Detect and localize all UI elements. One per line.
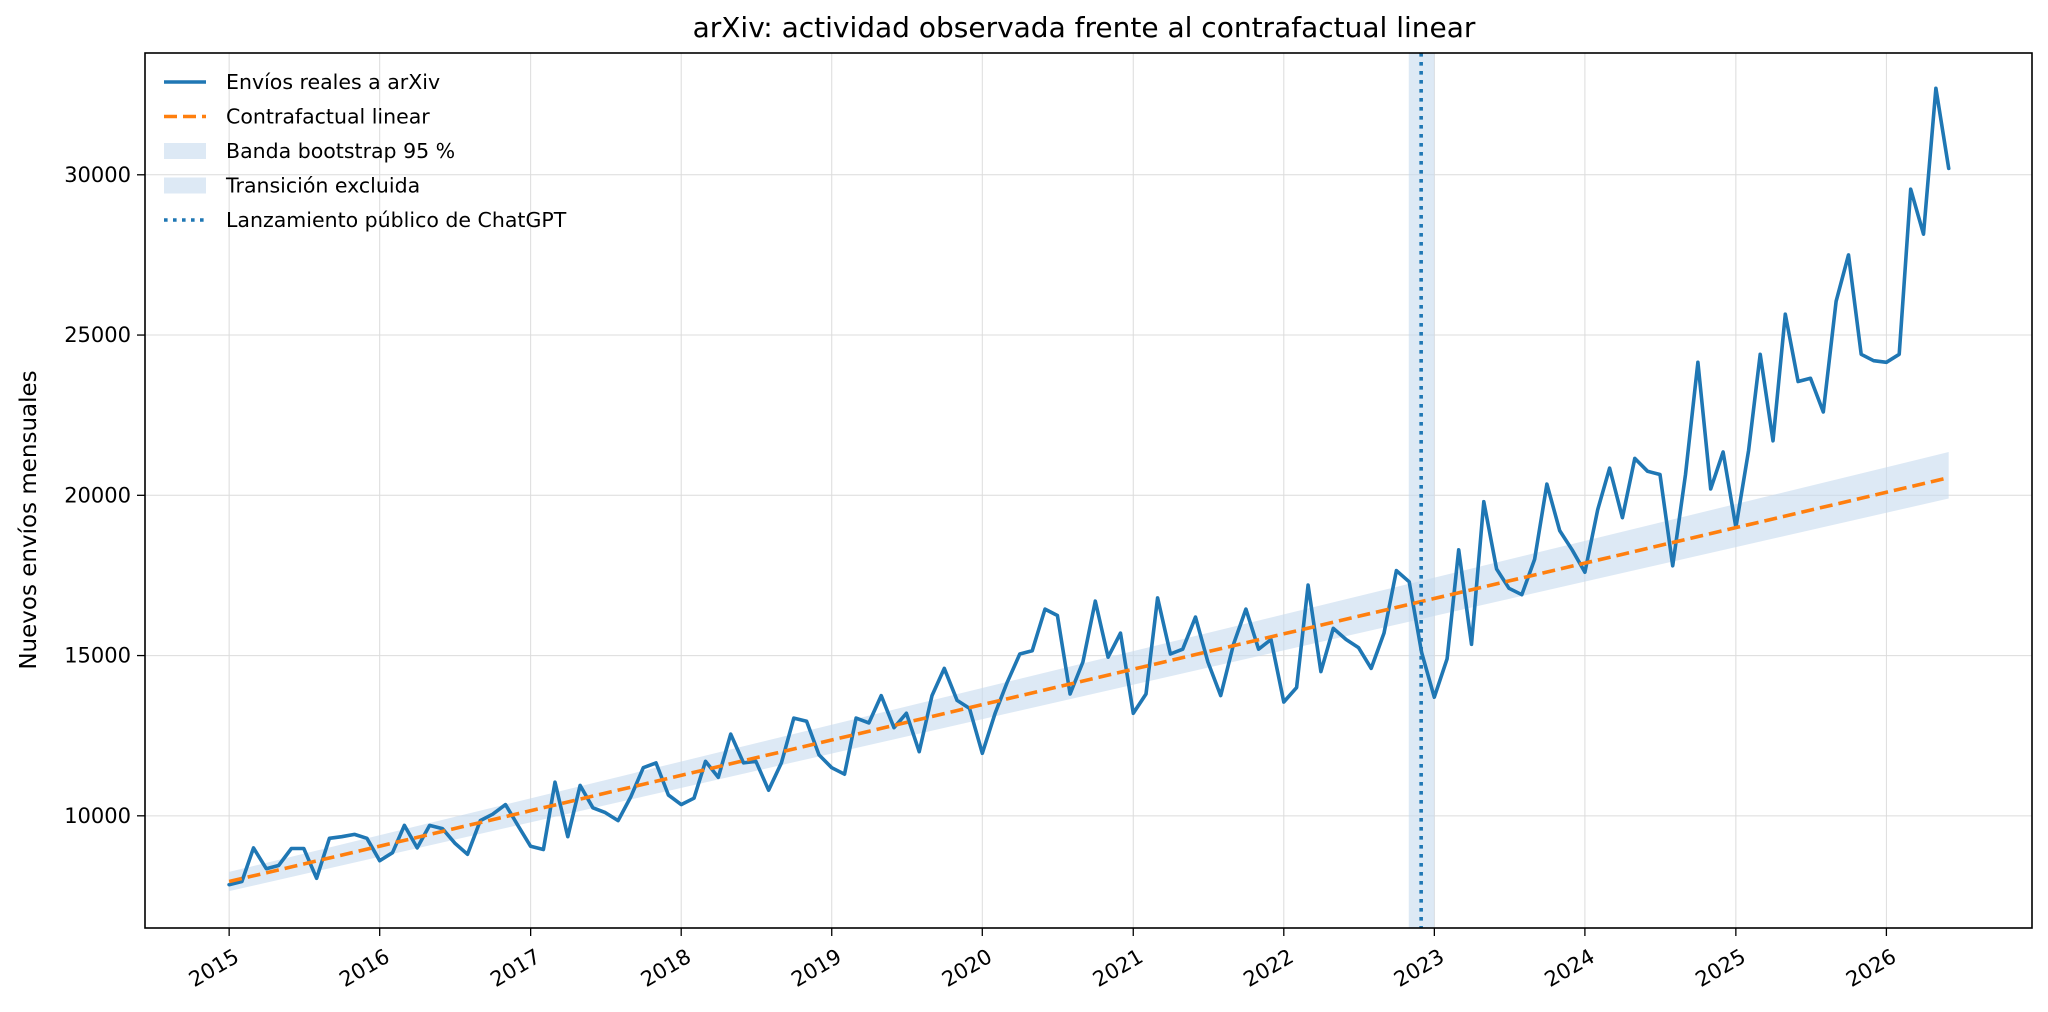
legend-band-label: Banda bootstrap 95 % bbox=[226, 139, 455, 163]
series-layer bbox=[227, 86, 1951, 887]
transition-layer bbox=[1408, 53, 1435, 928]
counterfactual-line bbox=[228, 475, 1950, 884]
observed-series-line bbox=[227, 86, 1951, 887]
legend-band-swatch bbox=[164, 143, 206, 159]
y-axis-label: Nuevos envíos mensuales bbox=[16, 370, 42, 669]
y-ticks: 10000 15000 20000 25000 30000 bbox=[64, 163, 145, 828]
legend-transition-swatch bbox=[164, 177, 206, 194]
axes-frame bbox=[144, 52, 2033, 929]
legend-counterfactual-label: Contrafactual linear bbox=[226, 105, 430, 129]
legend: Envíos reales a arXiv Contrafactual linea… bbox=[164, 70, 567, 232]
legend-transition-label: Transición excluida bbox=[225, 174, 420, 198]
y-tick-label: 30000 bbox=[64, 163, 131, 187]
transition-span bbox=[1408, 53, 1435, 928]
chart-title: arXiv: actividad observada frente al con… bbox=[693, 11, 1476, 44]
y-tick-label: 20000 bbox=[64, 483, 131, 507]
y-tick-label: 10000 bbox=[64, 804, 131, 828]
legend-launch-label: Lanzamiento público de ChatGPT bbox=[226, 208, 567, 232]
y-tick-label: 15000 bbox=[64, 644, 131, 668]
y-tick-label: 25000 bbox=[64, 323, 131, 347]
axes-border bbox=[144, 52, 2033, 929]
legend-observed-label: Envíos reales a arXiv bbox=[226, 70, 440, 94]
